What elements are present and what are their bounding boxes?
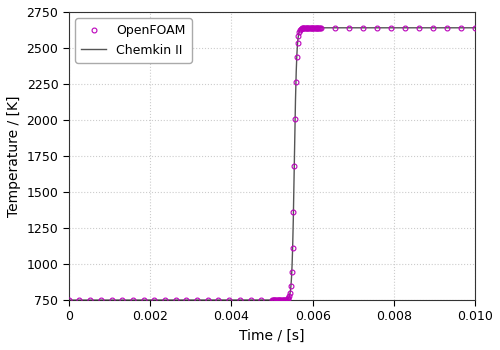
OpenFOAM [194, 298, 200, 302]
Chemkin II [334, 26, 340, 30]
Chemkin II [400, 26, 406, 30]
Chemkin II [330, 26, 336, 30]
Chemkin II [369, 26, 375, 30]
OpenFOAM [276, 298, 281, 302]
OpenFOAM [316, 26, 322, 30]
Legend: OpenFOAM, Chemkin II: OpenFOAM, Chemkin II [75, 18, 192, 63]
Chemkin II [140, 298, 145, 302]
OpenFOAM [346, 26, 352, 30]
Y-axis label: Temperature / [K]: Temperature / [K] [7, 95, 21, 217]
OpenFOAM [304, 26, 310, 30]
Chemkin II [66, 298, 72, 302]
Line: OpenFOAM: OpenFOAM [66, 25, 478, 302]
OpenFOAM [472, 26, 478, 30]
OpenFOAM [430, 26, 436, 30]
Chemkin II [221, 298, 227, 302]
OpenFOAM [66, 298, 72, 302]
X-axis label: Time / [s]: Time / [s] [239, 329, 304, 343]
Chemkin II [472, 26, 478, 30]
Chemkin II [310, 26, 316, 30]
Line: Chemkin II: Chemkin II [69, 28, 475, 300]
OpenFOAM [314, 26, 320, 30]
